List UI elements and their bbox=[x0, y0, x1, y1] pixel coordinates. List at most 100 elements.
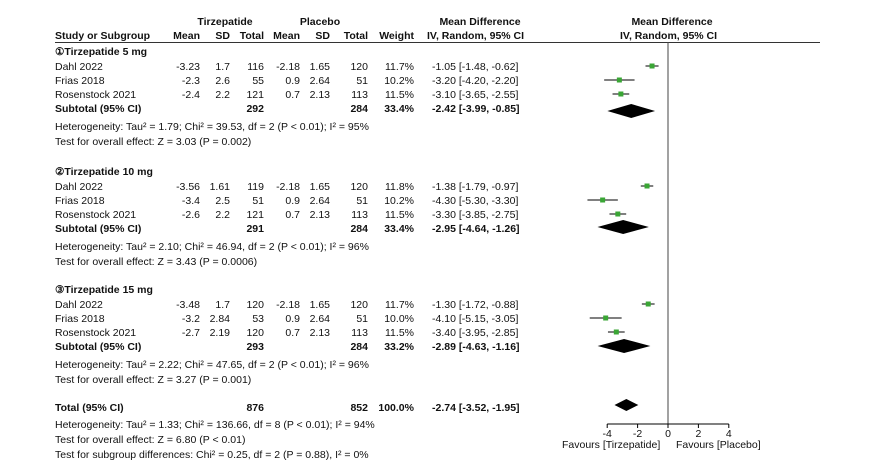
mean1-value: -3.48 bbox=[176, 299, 200, 311]
total-diamond bbox=[614, 399, 639, 411]
weight-value: 10.0% bbox=[384, 313, 414, 325]
total2-value: 120 bbox=[350, 299, 368, 311]
favours-left-label: Favours [Tirzepatide] bbox=[562, 439, 661, 451]
x-tick-label: 4 bbox=[726, 428, 732, 440]
total2-value: 51 bbox=[356, 313, 368, 325]
mean1-value: -2.4 bbox=[181, 89, 200, 101]
sd1-value: 2.2 bbox=[215, 209, 230, 221]
study-marker bbox=[618, 91, 624, 97]
plot-header: Mean Difference bbox=[631, 16, 713, 28]
sd2-value: 2.13 bbox=[309, 89, 330, 101]
weight-value: 10.2% bbox=[384, 195, 414, 207]
group1-header: Tirzepatide bbox=[197, 16, 253, 28]
sd2-value: 2.13 bbox=[309, 209, 330, 221]
total1-value: 120 bbox=[246, 327, 264, 339]
sd2-value: 2.13 bbox=[309, 327, 330, 339]
subgroup-title: ②Tirzepatide 10 mg bbox=[55, 166, 153, 178]
sd1-value: 2.5 bbox=[215, 195, 230, 207]
ci-value: -4.10 [-5.15, -3.05] bbox=[432, 313, 519, 325]
subgroup-title: ①Tirzepatide 5 mg bbox=[55, 46, 148, 58]
subgroup-differences-text: Test for subgroup differences: Chi² = 0.… bbox=[55, 449, 369, 461]
total2-value: 120 bbox=[350, 181, 368, 193]
sd2-value: 1.65 bbox=[309, 299, 330, 311]
x-tick-label: 2 bbox=[695, 428, 701, 440]
effect-header: Mean Difference bbox=[439, 16, 521, 28]
subtotal-n1: 293 bbox=[246, 341, 264, 353]
total-overall-effect-text: Test for overall effect: Z = 6.80 (P < 0… bbox=[55, 434, 246, 446]
study-name: Dahl 2022 bbox=[55, 299, 103, 311]
col-mean1-header: Mean bbox=[173, 30, 200, 42]
total-n1: 876 bbox=[246, 402, 264, 414]
study-name: Frias 2018 bbox=[55, 313, 105, 325]
subtotal-n2: 284 bbox=[350, 341, 368, 353]
total-ci: -2.74 [-3.52, -1.95] bbox=[432, 402, 520, 414]
study-marker bbox=[616, 77, 622, 83]
study-name: Dahl 2022 bbox=[55, 181, 103, 193]
col-sd1-header: SD bbox=[215, 30, 230, 42]
study-name: Frias 2018 bbox=[55, 75, 105, 87]
mean2-value: 0.9 bbox=[285, 313, 300, 325]
ci-value: -1.05 [-1.48, -0.62] bbox=[432, 61, 519, 73]
heterogeneity-text: Heterogeneity: Tau² = 2.22; Chi² = 47.65… bbox=[55, 359, 369, 371]
mean1-value: -3.56 bbox=[176, 181, 200, 193]
subtotal-n2: 284 bbox=[350, 103, 368, 115]
subtotal-weight: 33.2% bbox=[384, 341, 414, 353]
study-marker bbox=[603, 315, 609, 321]
ci-value: -3.30 [-3.85, -2.75] bbox=[432, 209, 519, 221]
mean1-value: -3.4 bbox=[181, 195, 200, 207]
total2-value: 113 bbox=[351, 209, 368, 221]
heterogeneity-text: Heterogeneity: Tau² = 1.79; Chi² = 39.53… bbox=[55, 121, 369, 133]
sd1-value: 2.6 bbox=[215, 75, 230, 87]
subtotal-n1: 292 bbox=[246, 103, 264, 115]
overall-effect-text: Test for overall effect: Z = 3.43 (P = 0… bbox=[55, 256, 258, 268]
ci-value: -1.38 [-1.79, -0.97] bbox=[432, 181, 519, 193]
total1-value: 51 bbox=[252, 195, 264, 207]
subtotal-diamond bbox=[597, 339, 651, 353]
total-heterogeneity-text: Heterogeneity: Tau² = 1.33; Chi² = 136.6… bbox=[55, 419, 375, 431]
col-total1-header: Total bbox=[239, 30, 264, 42]
weight-value: 11.8% bbox=[385, 181, 414, 193]
mean2-value: 0.7 bbox=[285, 209, 300, 221]
total1-value: 55 bbox=[252, 75, 264, 87]
study-marker bbox=[649, 63, 655, 69]
mean2-value: -2.18 bbox=[276, 299, 300, 311]
ci-value: -3.20 [-4.20, -2.20] bbox=[432, 75, 519, 87]
header-rule bbox=[55, 42, 820, 43]
total1-value: 121 bbox=[246, 209, 264, 221]
weight-value: 11.7% bbox=[385, 299, 414, 311]
weight-value: 11.5% bbox=[385, 89, 414, 101]
mean1-value: -3.23 bbox=[176, 61, 200, 73]
group2-header: Placebo bbox=[299, 16, 341, 28]
x-tick-label: -2 bbox=[633, 428, 642, 440]
sd2-value: 2.64 bbox=[309, 313, 330, 325]
subtotal-n2: 284 bbox=[350, 223, 368, 235]
x-tick-label: 0 bbox=[665, 428, 671, 440]
mean2-value: 0.9 bbox=[285, 75, 300, 87]
subtotal-n1: 291 bbox=[246, 223, 264, 235]
study-marker bbox=[613, 329, 619, 335]
col-weight-header: Weight bbox=[379, 30, 414, 42]
mean2-value: 0.9 bbox=[285, 195, 300, 207]
study-column-header: Study or Subgroup bbox=[55, 30, 151, 42]
study-name: Rosenstock 2021 bbox=[55, 327, 137, 339]
subtotal-diamond bbox=[597, 220, 649, 234]
total-label: Total (95% CI) bbox=[55, 402, 124, 414]
subtotal-diamond bbox=[607, 104, 656, 118]
subtotal-ci: -2.42 [-3.99, -0.85] bbox=[432, 103, 520, 115]
weight-value: 11.5% bbox=[385, 209, 414, 221]
ci-value: -3.10 [-3.65, -2.55] bbox=[432, 89, 519, 101]
study-marker bbox=[645, 301, 651, 307]
total2-value: 120 bbox=[350, 61, 368, 73]
mean2-value: 0.7 bbox=[285, 89, 300, 101]
sd1-value: 1.61 bbox=[209, 181, 230, 193]
subtotal-weight: 33.4% bbox=[384, 223, 414, 235]
subtotal-label: Subtotal (95% CI) bbox=[55, 103, 142, 115]
sd2-value: 1.65 bbox=[309, 181, 330, 193]
total2-value: 51 bbox=[356, 195, 368, 207]
mean1-value: -3.2 bbox=[181, 313, 200, 325]
sd1-value: 1.7 bbox=[215, 61, 230, 73]
sd1-value: 2.2 bbox=[215, 89, 230, 101]
sd2-value: 2.64 bbox=[309, 75, 330, 87]
total-n2: 852 bbox=[350, 402, 368, 414]
